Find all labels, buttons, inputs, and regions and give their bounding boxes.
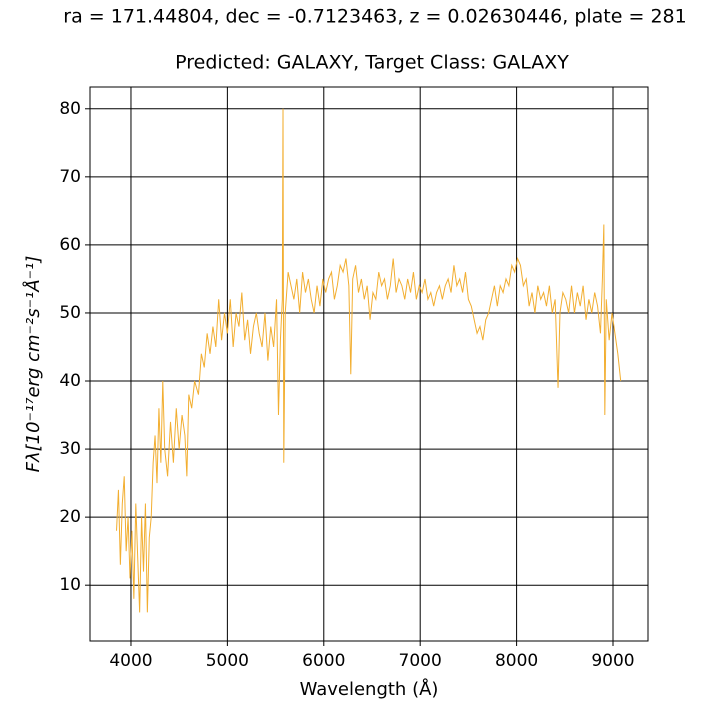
x-tick-label: 8000 <box>495 651 538 671</box>
spectrum-line <box>116 108 622 613</box>
chart-title: ra = 171.44804, dec = -0.7123463, z = 0.… <box>63 6 686 28</box>
x-tick-label: 9000 <box>591 651 634 671</box>
y-tick-label: 40 <box>59 371 81 391</box>
x-axis-label: Wavelength (Å) <box>300 678 439 700</box>
y-tick-label: 70 <box>59 167 81 187</box>
y-tick-label: 30 <box>59 439 81 459</box>
y-tick-label: 60 <box>59 235 81 255</box>
x-tick-label: 4000 <box>109 651 152 671</box>
x-tick-label: 5000 <box>206 651 249 671</box>
y-tick-label: 80 <box>59 99 81 119</box>
y-tick-label: 50 <box>59 303 81 323</box>
x-tick-label: 6000 <box>302 651 345 671</box>
plot-frame <box>89 86 649 642</box>
y-tick-label: 10 <box>59 575 81 595</box>
y-tick-label: 20 <box>59 507 81 527</box>
chart-subtitle: Predicted: GALAXY, Target Class: GALAXY <box>175 52 569 74</box>
y-axis-label: Fλ[10⁻¹⁷erg cm⁻²s⁻¹Å⁻¹] <box>22 256 44 473</box>
x-tick-label: 7000 <box>399 651 442 671</box>
